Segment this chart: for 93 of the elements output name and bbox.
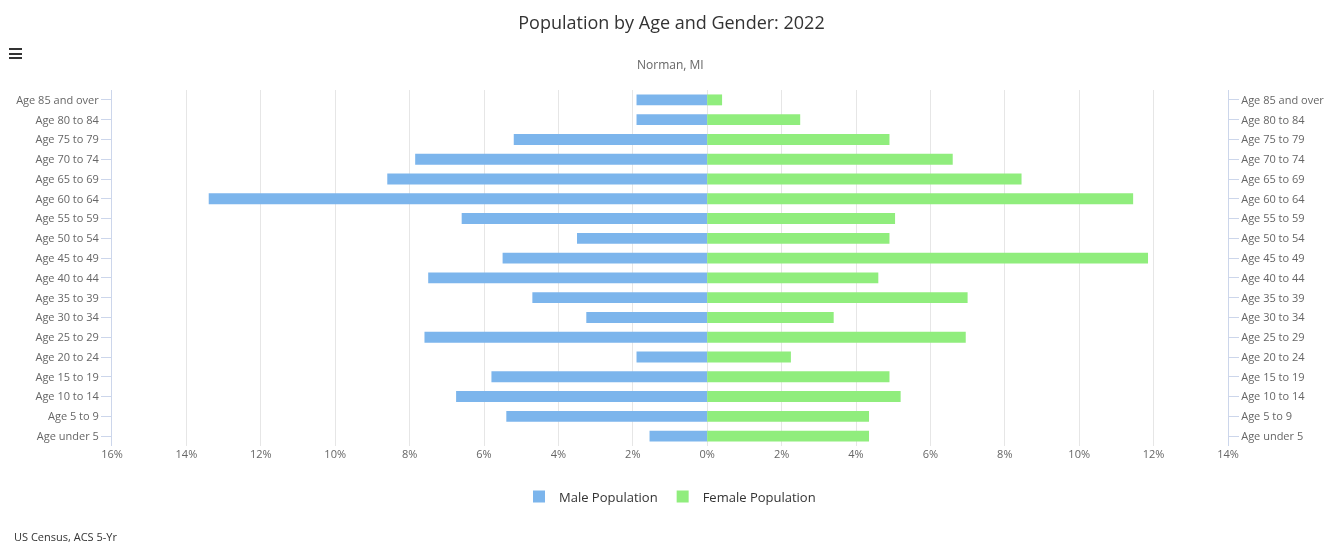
y-tick-label: Age under 5 [36,427,99,443]
category-label: Age 60 to 64 [1241,190,1305,206]
category-label: Age 10 to 14 [1241,388,1305,404]
bar [532,292,708,304]
y-tick-label: Age 50 to 54 [35,230,100,246]
bar [707,351,791,363]
bar [707,153,953,165]
category-label: Age 55 to 59 [1241,210,1305,226]
bar [502,252,708,264]
y-tick-label: Age 15 to 19 [35,368,99,384]
chart-title: Population by Age and Gender: 2022 [518,9,825,34]
x-tick-label: 4% [550,446,567,461]
y-tick-label: Age 85 and over [16,91,100,107]
y-tick-label: Age 5 to 9 [48,408,99,424]
x-tick-label: 10% [324,446,347,461]
category-label: Age 65 to 69 [1241,170,1305,186]
x-tick-label: 0% [699,446,715,461]
bar [461,213,708,224]
x-tick-label: 2% [773,446,790,461]
x-tick-label: 10% [1068,446,1091,461]
y-tick-label: Age 30 to 34 [35,309,100,325]
x-tick-label: 12% [249,446,272,461]
bar [707,94,723,106]
y-tick-label: Age 45 to 49 [35,249,99,265]
bar [208,193,708,205]
bar [707,371,890,383]
category-label: Age under 5 [1241,427,1304,443]
legend-label: Male Population [559,487,658,506]
bar [636,351,708,363]
category-label: Age 40 to 44 [1241,269,1305,285]
x-tick-label: 16% [101,446,123,461]
y-tick-label: Age 20 to 24 [35,348,100,364]
category-label: Age 15 to 19 [1241,368,1305,384]
bar [707,430,870,442]
bar [707,232,890,244]
legend-label: Female Population [702,487,816,506]
y-tick-label: Age 35 to 39 [35,289,99,305]
bar [707,292,968,304]
text: US Census, ACS 5-Yr [14,529,118,544]
category-label: Age 80 to 84 [1241,111,1305,127]
bar [707,213,896,224]
category-label: Age 50 to 54 [1241,230,1305,246]
bar [387,173,708,185]
bar [577,232,708,244]
category-label: Age 75 to 79 [1241,131,1305,147]
category-label: Age 30 to 34 [1241,309,1305,325]
bar [649,430,708,442]
y-tick-label: Age 25 to 29 [35,329,99,345]
bar [491,371,708,383]
category-label: Age 35 to 39 [1241,289,1305,305]
bar [707,252,1149,264]
x-tick-label: 14% [1217,446,1239,461]
x-tick-label: 12% [1142,446,1165,461]
category-label: Age 85 and over [1241,91,1324,107]
bar [707,114,801,126]
y-tick-label: Age 55 to 59 [35,210,99,226]
y-tick-label: Age 10 to 14 [35,388,100,404]
bar [707,312,834,323]
category-label: Age 45 to 49 [1241,249,1305,265]
x-tick-label: 8% [997,446,1013,461]
bar [636,114,708,126]
chart-subtitle: Norman, MI [637,56,704,73]
x-tick-label: 4% [848,446,864,461]
y-tick-label: Age 60 to 64 [35,190,100,206]
bar [636,94,708,106]
bar [506,410,708,422]
bar [586,312,708,323]
category-label: Age 5 to 9 [1241,408,1292,424]
bar [707,331,966,343]
x-tick-label: 6% [476,446,492,461]
bar [707,272,879,284]
bar [424,331,708,343]
x-tick-label: 2% [625,446,641,461]
category-label: Age 20 to 24 [1241,348,1305,364]
y-tick-label: Age 65 to 69 [35,170,99,186]
category-label: Age 25 to 29 [1241,329,1305,345]
bar [707,193,1134,205]
bar [513,134,708,145]
bar [707,173,1022,185]
x-tick-label: 8% [401,446,418,461]
x-tick-label: 6% [922,446,939,461]
bar [415,153,708,165]
bar [707,134,890,145]
y-tick-label: Age 80 to 84 [35,111,100,127]
category-label: Age 70 to 74 [1241,151,1305,167]
x-tick-label: 14% [175,446,198,461]
bar [707,410,870,422]
y-tick-label: Age 70 to 74 [35,151,100,167]
bar [707,391,901,402]
bar [428,272,708,284]
bar [456,391,708,402]
y-tick-label: Age 40 to 44 [35,269,100,285]
y-tick-label: Age 75 to 79 [35,131,99,147]
